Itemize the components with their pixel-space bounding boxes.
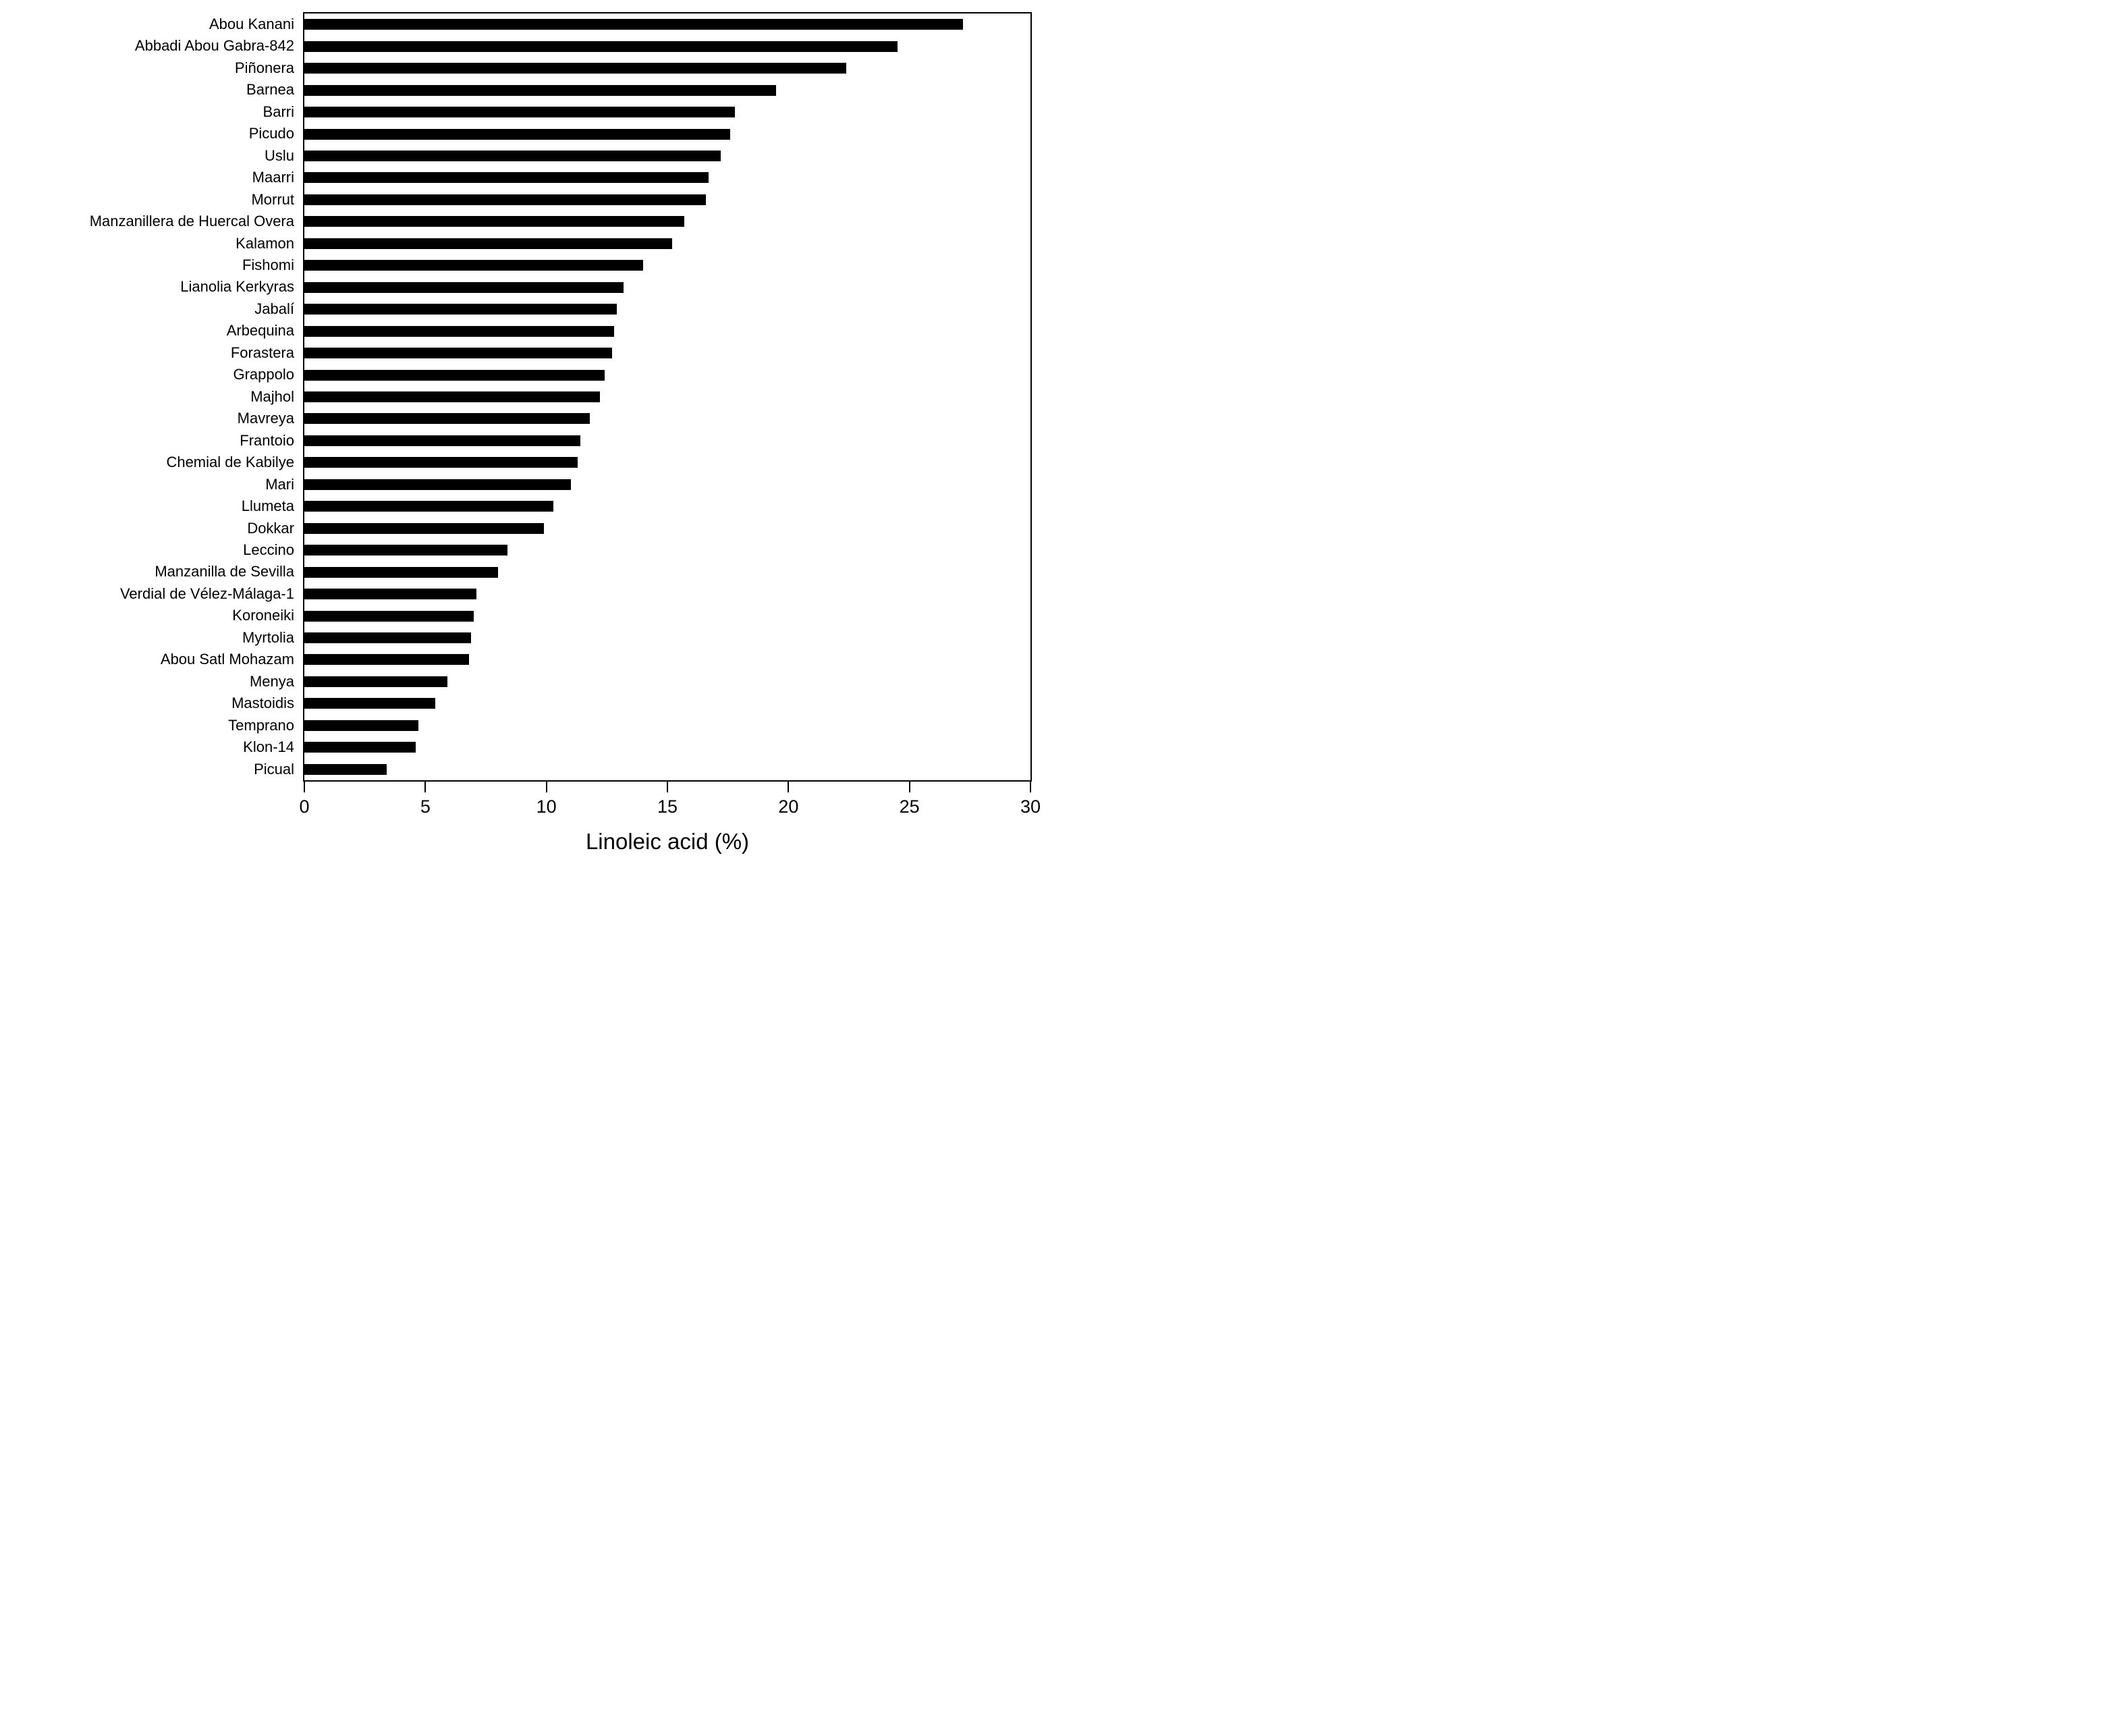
bar xyxy=(304,369,605,381)
category-label: Abou Satl Mohazam xyxy=(160,651,294,668)
category-label: Chemial de Kabilye xyxy=(166,454,294,471)
bar xyxy=(304,522,545,534)
x-tick-label: 20 xyxy=(778,796,799,817)
category-label: Arbequina xyxy=(226,322,294,340)
bar xyxy=(304,260,644,271)
bar xyxy=(304,150,721,161)
x-tick-label: 25 xyxy=(899,796,920,817)
x-tick xyxy=(788,782,790,792)
category-label: Majhol xyxy=(250,387,294,405)
category-label: Manzanilla de Sevilla xyxy=(155,563,294,580)
x-tick xyxy=(424,782,426,792)
category-label: Morrut xyxy=(251,190,294,208)
x-tick xyxy=(545,782,547,792)
bar-chart-figure: Abou Kanani Abbadi Abou Gabra-842 Piñonera… xyxy=(0,0,1060,868)
bar xyxy=(304,281,624,293)
category-label: Verdial de Vélez-Málaga-1 xyxy=(119,585,294,602)
category-label: Mavreya xyxy=(237,410,294,427)
category-label: Barri xyxy=(263,103,294,120)
bar xyxy=(304,63,847,74)
category-label: Temprano xyxy=(228,716,294,734)
bar xyxy=(304,566,498,578)
category-label: Myrtolia xyxy=(242,628,294,646)
plot-area xyxy=(303,12,1032,782)
bar xyxy=(304,19,963,30)
category-label: Forastera xyxy=(230,344,294,361)
category-label: Abou Kanani xyxy=(209,16,294,32)
category-label: Frantoio xyxy=(240,431,294,449)
category-label: Manzanillera de Huercal Overa xyxy=(89,213,294,230)
bar xyxy=(304,40,898,52)
bar xyxy=(304,391,600,402)
bar xyxy=(304,545,508,556)
x-tick-label: 0 xyxy=(299,796,310,817)
bar xyxy=(304,172,709,184)
bar xyxy=(304,501,554,512)
bar xyxy=(304,457,578,468)
category-label: Uslu xyxy=(264,146,294,164)
category-label: Mari xyxy=(265,475,294,493)
category-label: Leccino xyxy=(243,541,294,558)
category-label: Barnea xyxy=(246,81,294,99)
x-axis-title: Linoleic acid (%) xyxy=(585,829,750,854)
bar xyxy=(304,348,612,359)
category-label: Llumeta xyxy=(241,497,294,515)
bar xyxy=(304,194,707,205)
category-label: Kalamon xyxy=(236,234,294,252)
bar xyxy=(304,479,571,490)
category-label: Klon-14 xyxy=(243,738,294,756)
bar xyxy=(304,610,474,622)
x-tick xyxy=(667,782,668,792)
bar xyxy=(304,632,472,644)
bar xyxy=(304,413,590,425)
bar xyxy=(304,742,416,753)
x-tick xyxy=(304,782,305,792)
category-label: Maarri xyxy=(252,169,294,186)
category-label: Abbadi Abou Gabra-842 xyxy=(134,37,294,55)
bar xyxy=(304,763,387,775)
x-tick-label: 30 xyxy=(1020,796,1041,817)
category-label: Picudo xyxy=(248,125,294,142)
category-label: Grappolo xyxy=(233,366,294,383)
bar xyxy=(304,216,685,227)
category-label: Dokkar xyxy=(247,519,294,537)
bar xyxy=(304,698,435,709)
bar xyxy=(304,435,580,446)
bar xyxy=(304,238,673,249)
category-label: Koroneiki xyxy=(232,607,294,624)
x-tick-label: 10 xyxy=(536,796,557,817)
bar xyxy=(304,589,476,600)
category-label: Menya xyxy=(249,672,294,690)
category-label: Piñonera xyxy=(234,59,294,76)
x-tick-label: 5 xyxy=(420,796,431,817)
x-tick xyxy=(908,782,910,792)
x-tick xyxy=(1030,782,1031,792)
bar xyxy=(304,720,418,731)
bar xyxy=(304,128,731,140)
bar xyxy=(304,325,615,337)
bar xyxy=(304,654,469,666)
bar xyxy=(304,84,777,96)
category-label: Picual xyxy=(254,760,294,778)
bar xyxy=(304,304,617,315)
bar xyxy=(304,676,447,687)
category-label: Fishomi xyxy=(242,256,294,274)
category-label: Lianolia Kerkyras xyxy=(180,278,294,296)
category-label: Mastoidis xyxy=(231,695,294,712)
x-tick-label: 15 xyxy=(657,796,678,817)
bar xyxy=(304,107,736,118)
category-label: Jabalí xyxy=(254,300,294,317)
